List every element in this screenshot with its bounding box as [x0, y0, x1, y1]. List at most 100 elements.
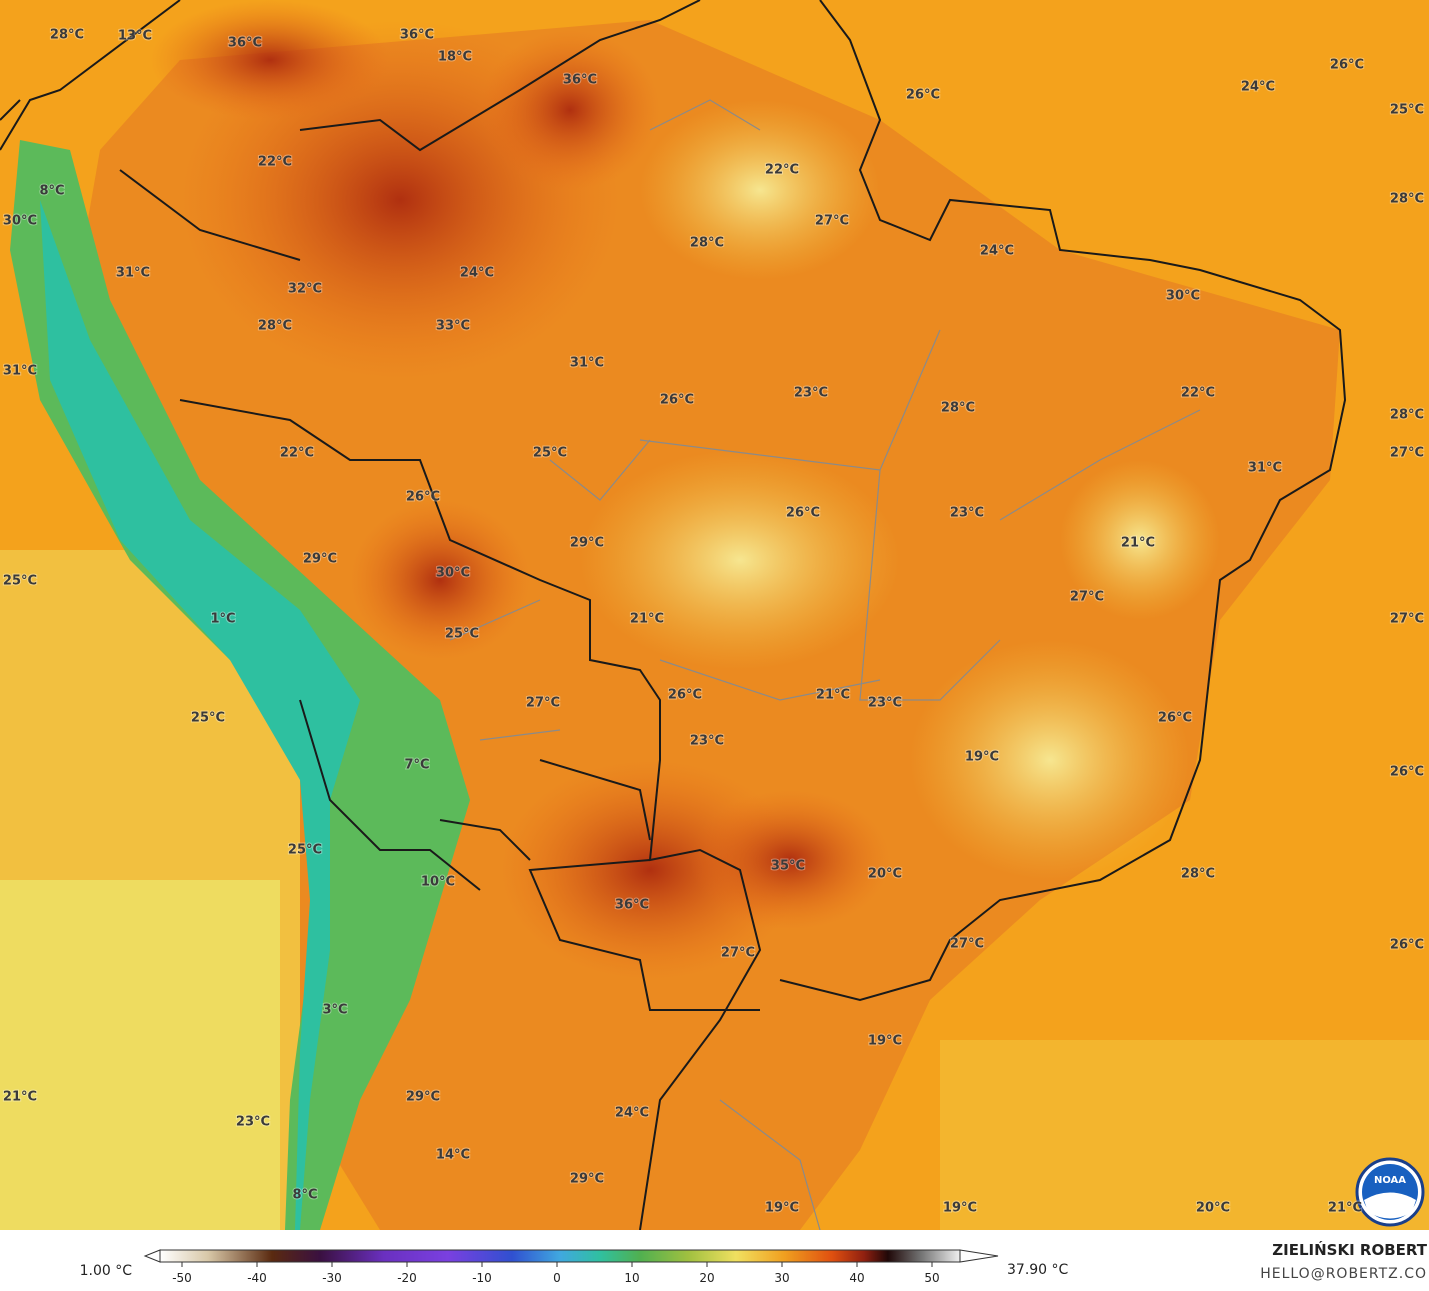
map: NOAA: [0, 0, 1429, 1231]
temp-label: 28°C: [1390, 408, 1424, 423]
temp-label: 25°C: [445, 627, 479, 642]
temp-label: 21°C: [1328, 1201, 1362, 1216]
colorbar-min: 1.00 °C: [80, 1263, 133, 1279]
temp-label: 27°C: [815, 214, 849, 229]
temp-label: 31°C: [1248, 461, 1282, 476]
temp-label: 25°C: [191, 711, 225, 726]
temp-label: 28°C: [50, 28, 84, 43]
temp-label: 7°C: [404, 758, 429, 773]
temp-label: 8°C: [39, 184, 64, 199]
temp-label: 32°C: [288, 282, 322, 297]
temp-label: 25°C: [533, 446, 567, 461]
colorbar-tick-label: 30: [774, 1271, 789, 1285]
temp-label: 28°C: [1390, 192, 1424, 207]
temp-label: 23°C: [690, 734, 724, 749]
temp-label: 19°C: [765, 1201, 799, 1216]
temp-label: 10°C: [421, 875, 455, 890]
temp-label: 22°C: [1181, 386, 1215, 401]
temp-label: 27°C: [950, 937, 984, 952]
temp-label: 26°C: [668, 688, 702, 703]
temp-label: 29°C: [303, 552, 337, 567]
temp-label: 29°C: [570, 1172, 604, 1187]
temp-label: 36°C: [400, 28, 434, 43]
colorbar-ticks: -50 -40 -30 -20 -10 0 10 20 30 40 50: [172, 1262, 940, 1285]
temp-label: 36°C: [563, 73, 597, 88]
temp-label: 23°C: [950, 506, 984, 521]
temp-label: 25°C: [1390, 103, 1424, 118]
temp-label: 26°C: [786, 506, 820, 521]
temp-label: 25°C: [288, 843, 322, 858]
temp-label: 25°C: [3, 574, 37, 589]
colorbar-tick-label: 50: [924, 1271, 939, 1285]
temp-label: 26°C: [660, 393, 694, 408]
temp-label: 30°C: [436, 566, 470, 581]
temp-label: 26°C: [1330, 58, 1364, 73]
colorbar-tick-label: -30: [322, 1271, 342, 1285]
colorbar-tick-label: 20: [699, 1271, 714, 1285]
colorbar: [160, 1250, 960, 1262]
temp-label: 27°C: [1390, 446, 1424, 461]
temp-label: 19°C: [965, 750, 999, 765]
temp-label: 26°C: [1390, 938, 1424, 953]
credit-author: ZIELIŃSKI ROBERT: [1272, 1240, 1427, 1259]
colorbar-tick-label: -10: [472, 1271, 492, 1285]
temp-label: 21°C: [630, 612, 664, 627]
svg-text:NOAA: NOAA: [1374, 1175, 1406, 1186]
temp-label: 31°C: [116, 266, 150, 281]
temp-label: 24°C: [615, 1106, 649, 1121]
temp-label: 23°C: [794, 386, 828, 401]
temperature-labels: 28°C 13°C 36°C 36°C 18°C 36°C 26°C 24°C 26°C 25°C…: [2, 27, 1425, 1217]
temp-label: 29°C: [570, 536, 604, 551]
temp-label: 29°C: [406, 1090, 440, 1105]
temp-label: 24°C: [980, 244, 1014, 259]
temp-label: 28°C: [941, 401, 975, 416]
temp-label: 19°C: [868, 1034, 902, 1049]
temp-label: 8°C: [292, 1188, 317, 1203]
temp-label: 26°C: [406, 490, 440, 505]
temp-label: 36°C: [228, 36, 262, 51]
temp-label: 20°C: [868, 867, 902, 882]
temp-label: 14°C: [436, 1148, 470, 1163]
temp-label: 18°C: [438, 50, 472, 65]
temp-label: 22°C: [765, 163, 799, 178]
temp-label: 26°C: [1158, 711, 1192, 726]
temp-label: 21°C: [3, 1090, 37, 1105]
colorbar-tick-label: 40: [849, 1271, 864, 1285]
colorbar-tick-label: 0: [553, 1271, 561, 1285]
temp-label: 30°C: [1166, 289, 1200, 304]
temp-label: 28°C: [690, 236, 724, 251]
temp-label: 30°C: [3, 214, 37, 229]
temp-label: 27°C: [526, 696, 560, 711]
temp-label: 22°C: [280, 446, 314, 461]
credit-email: HELLO@ROBERTZ.CO: [1260, 1266, 1427, 1282]
temp-label: 28°C: [1181, 867, 1215, 882]
temp-label: 22°C: [258, 155, 292, 170]
temp-label: 28°C: [258, 319, 292, 334]
temp-label: 36°C: [615, 898, 649, 913]
temp-label: 26°C: [906, 88, 940, 103]
temp-label: 20°C: [1196, 1201, 1230, 1216]
temp-label: 21°C: [1121, 536, 1155, 551]
temp-label: 35°C: [771, 859, 805, 874]
temp-label: 23°C: [868, 696, 902, 711]
colorbar-max: 37.90 °C: [1007, 1262, 1069, 1278]
temp-label: 33°C: [436, 319, 470, 334]
temp-label: 24°C: [1241, 80, 1275, 95]
temp-label: 23°C: [236, 1115, 270, 1130]
temp-label: 24°C: [460, 266, 494, 281]
temp-label: 13°C: [118, 29, 152, 44]
temp-label: 27°C: [1390, 612, 1424, 627]
temp-label: 31°C: [570, 356, 604, 371]
temp-label: 27°C: [721, 946, 755, 961]
temp-label: 27°C: [1070, 590, 1104, 605]
colorbar-tick-label: -50: [172, 1271, 192, 1285]
temp-label: 3°C: [322, 1003, 347, 1018]
temp-label: 21°C: [816, 688, 850, 703]
colorbar-tick-label: 10: [624, 1271, 639, 1285]
temp-label: 26°C: [1390, 765, 1424, 780]
colorbar-tick-label: -20: [397, 1271, 417, 1285]
temp-label: 1°C: [210, 612, 235, 627]
temp-label: 19°C: [943, 1201, 977, 1216]
colorbar-tick-label: -40: [247, 1271, 267, 1285]
